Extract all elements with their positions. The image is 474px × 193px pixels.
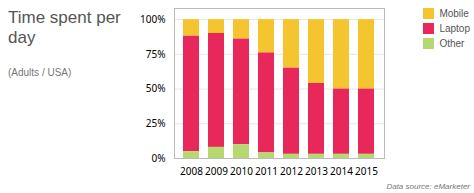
svg-text:2008: 2008 — [180, 164, 203, 178]
svg-text:25%: 25% — [146, 116, 166, 130]
svg-text:75%: 75% — [146, 47, 166, 61]
svg-text:2012: 2012 — [280, 164, 303, 178]
svg-text:2009: 2009 — [205, 164, 228, 178]
svg-text:50%: 50% — [146, 81, 166, 95]
svg-text:0%: 0% — [151, 151, 165, 165]
svg-text:2013: 2013 — [305, 164, 328, 178]
html-text:(Adults / USA): (Adults / USA) — [8, 67, 72, 79]
html-text:Laptop: Laptop — [439, 23, 470, 34]
html-text:Mobile: Mobile — [439, 8, 469, 19]
svg-text:100%: 100% — [140, 12, 165, 26]
html-text:Time spent per day: Time spent per day — [8, 8, 121, 47]
html-text:Data source: eMarketer: Data source: eMarketer — [386, 182, 470, 191]
svg-text:2014: 2014 — [330, 164, 353, 178]
html-text:Other: Other — [439, 38, 465, 49]
svg-text:2015: 2015 — [355, 164, 378, 178]
svg-text:2010: 2010 — [230, 164, 253, 178]
svg-text:2011: 2011 — [255, 164, 278, 178]
